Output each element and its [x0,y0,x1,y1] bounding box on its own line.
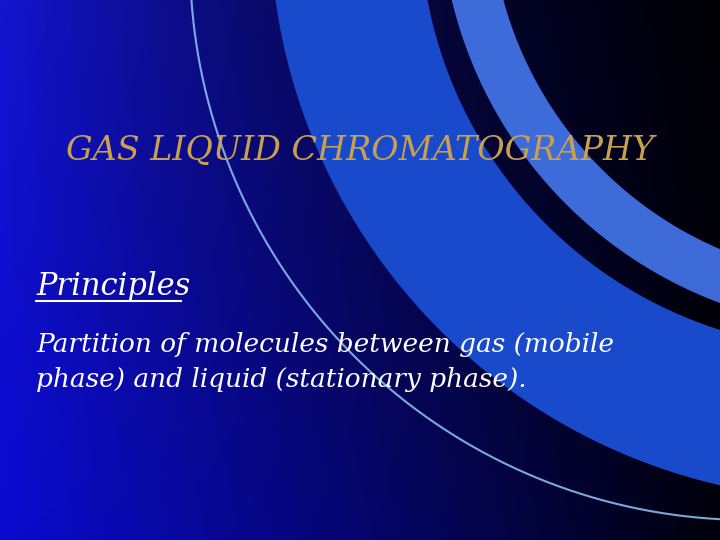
Polygon shape [270,0,720,500]
Text: Principles: Principles [36,271,190,302]
Text: GAS LIQUID CHROMATOGRAPHY: GAS LIQUID CHROMATOGRAPHY [66,135,654,167]
Text: Partition of molecules between gas (mobile
phase) and liquid (stationary phase).: Partition of molecules between gas (mobi… [36,332,614,392]
Polygon shape [440,0,720,330]
